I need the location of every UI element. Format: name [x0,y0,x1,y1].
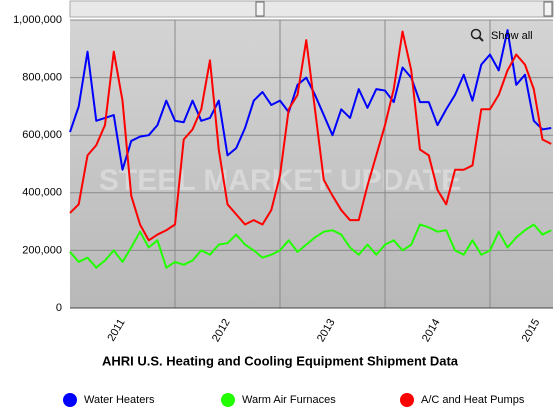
legend-marker[interactable] [221,393,235,407]
x-tick-label: 2015 [520,317,543,344]
series-line [69,223,552,269]
y-tick-label: 400,000 [22,187,62,199]
show-all-button[interactable]: Show all [470,28,533,42]
zoom-icon [478,36,484,42]
legend-label[interactable]: A/C and Heat Pumps [421,394,525,406]
y-tick-label: 1,000,000 [13,14,62,26]
y-tick-label: 0 [56,302,62,314]
y-tick-label: 200,000 [22,244,62,256]
legend-label[interactable]: Warm Air Furnaces [242,394,336,406]
button-label[interactable]: Show all [491,30,533,42]
x-tick-label: 2014 [420,317,443,344]
legend-label[interactable]: Water Heaters [84,394,155,406]
series-line [69,30,552,242]
legend-marker[interactable] [63,393,77,407]
navigator-handle[interactable] [543,1,553,17]
chart-title: AHRI U.S. Heating and Cooling Equipment … [102,353,459,368]
x-tick-label: 2013 [315,317,338,344]
y-tick-label: 600,000 [22,129,62,141]
navigator-handle[interactable] [255,1,265,17]
x-tick-label: 2012 [210,317,233,344]
navigator [69,0,554,18]
zoom-icon [470,28,482,40]
y-tick-label: 800,000 [22,72,62,84]
legend-marker[interactable] [400,393,414,407]
series-line [69,29,552,171]
x-tick-label: 2011 [105,317,127,343]
